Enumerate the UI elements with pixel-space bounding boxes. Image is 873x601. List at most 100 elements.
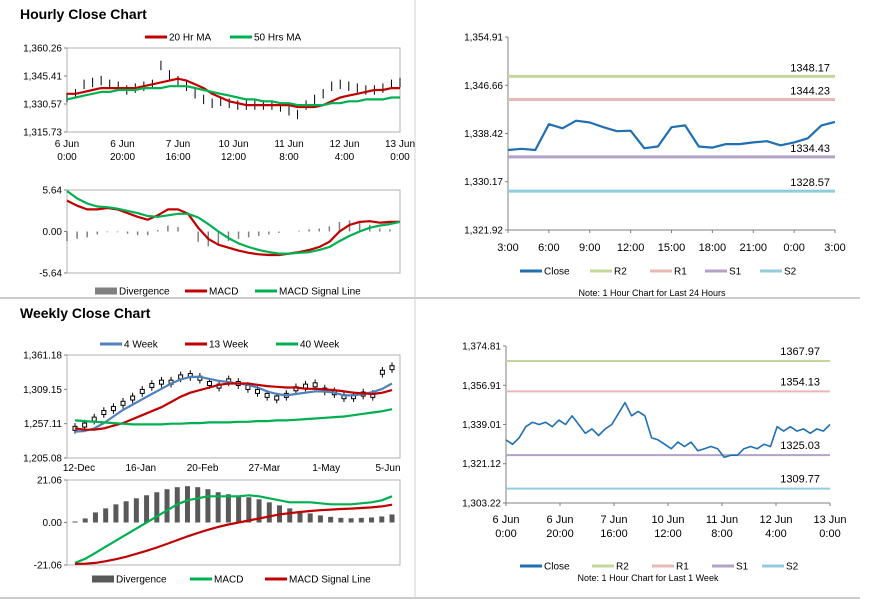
hourly-pivot-ytick-label: 1,346.66 [464, 81, 503, 92]
hourly-pivot-xtick: 15:00 [658, 242, 686, 254]
weekly-pivot-legend-r1-label: R1 [676, 562, 689, 573]
hourly-pivot-legend-r1-label: R1 [674, 267, 687, 278]
hourly-pivot-xtick: 21:00 [739, 242, 767, 254]
hourly-title: Hourly Close Chart [20, 6, 147, 22]
weekly-divergence-bar [328, 516, 334, 523]
weekly-divergence-bar [287, 508, 293, 523]
hourly-pivot-note: Note: 1 Hour Chart for Last 24 Hours [578, 288, 726, 298]
weekly-divergence-bar [154, 492, 160, 523]
weekly-signal-line [74, 503, 393, 565]
hourly-price-ytick-label: 1,315.73 [23, 128, 62, 139]
weekly-divergence-bar [317, 515, 323, 523]
hourly-level-label-s1: 1334.43 [790, 143, 830, 155]
weekly-pivot-xtick-time: 0:00 [819, 528, 840, 540]
weekly-pivot-ytick-label: 1,339.01 [462, 420, 501, 431]
weekly-divergence-bar [164, 489, 170, 523]
weekly-divergence-bar [358, 517, 364, 523]
weekly-price-xtick: 12-Dec [63, 463, 95, 474]
weekly-level-label-r1: 1354.13 [780, 376, 820, 388]
hourly-legend-divergence-swatch [95, 287, 117, 295]
hourly-macd-ytick-label: 5.64 [43, 186, 63, 197]
hourly-level-label-r2: 1348.17 [790, 62, 830, 74]
weekly-divergence-bar [144, 495, 150, 523]
hourly-price-xtick-time: 0:00 [390, 152, 410, 163]
weekly-divergence-bar [266, 502, 272, 523]
weekly-divergence-bar [92, 512, 98, 523]
weekly-legend-macd-label: MACD [214, 575, 243, 586]
weekly-legend-4week-label: 4 Week [124, 340, 159, 351]
weekly-divergence-bar [225, 494, 231, 523]
hourly-price-xtick-time: 0:00 [57, 152, 77, 163]
weekly-price-candle [158, 379, 164, 385]
weekly-pivot-ytick-label: 1,321.12 [462, 459, 501, 470]
weekly-pivot-xtick-time: 0:00 [495, 528, 516, 540]
weekly-level-label-s2: 1309.77 [780, 474, 820, 486]
weekly-legend-divergence-label: Divergence [116, 575, 167, 586]
hourly-price-xtick-time: 4:00 [335, 152, 355, 163]
weekly-price-candle [312, 382, 318, 388]
weekly-macd-ytick-label: 0.00 [43, 518, 63, 529]
hourly-pivot-xtick: 12:00 [617, 242, 645, 254]
weekly-divergence-bar [184, 486, 190, 523]
hourly-level-label-s2: 1328.57 [790, 177, 830, 189]
hourly-pivot-ytick-label: 1,338.42 [464, 129, 503, 140]
weekly-price-candle [120, 400, 126, 406]
weekly-divergence-bar [338, 517, 344, 523]
weekly-divergence-bar [82, 518, 88, 523]
weekly-price-candle [206, 380, 212, 386]
hourly-macd-ytick-label: 0.00 [43, 227, 63, 238]
hourly-legend-divergence-label: Divergence [119, 287, 170, 298]
weekly-legend-13week-label: 13 Week [209, 340, 249, 351]
hourly-price-xtick-date: 11 Jun [274, 139, 303, 150]
weekly-price-candle [264, 392, 270, 398]
weekly-divergence-bar [133, 498, 139, 523]
weekly-price-ytick-label: 1,257.11 [24, 419, 63, 430]
weekly-price-candle [274, 395, 280, 401]
hourly-price-xtick-date: 6 Jun [110, 139, 134, 150]
weekly-divergence-bar [103, 508, 109, 523]
hourly-pivot-xtick: 3:00 [497, 242, 518, 254]
weekly-divergence-bar [379, 516, 385, 523]
weekly-pivot-xtick-date: 6 Jun [493, 514, 520, 526]
weekly-40week-line [74, 408, 393, 426]
weekly-divergence-bar [215, 492, 221, 523]
hourly-price-xtick-time: 12:00 [221, 152, 246, 163]
weekly-price-candle [101, 410, 107, 416]
weekly-pivot-xtick-date: 6 Jun [547, 514, 574, 526]
weekly-pivot-ytick-label: 1,303.22 [462, 499, 501, 510]
weekly-price-ytick-label: 1,205.08 [23, 454, 62, 465]
weekly-13week-line [74, 382, 393, 431]
weekly-pivot-xtick-time: 4:00 [765, 528, 786, 540]
hourly-price-xtick-time: 16:00 [165, 152, 190, 163]
weekly-pivot-xtick-time: 8:00 [711, 528, 732, 540]
weekly-price-candle [130, 395, 136, 401]
weekly-macd-ytick-label: -21.06 [34, 561, 63, 572]
weekly-price-ytick-label: 1,309.15 [23, 385, 62, 396]
weekly-pivot-ytick-label: 1,356.91 [462, 381, 501, 392]
weekly-pivot-xtick-date: 13 Jun [813, 514, 846, 526]
weekly-macd-ytick-label: 21.06 [37, 476, 62, 487]
weekly-macd-line [74, 494, 393, 564]
weekly-title: Weekly Close Chart [20, 305, 151, 321]
weekly-pivot-xtick-date: 10 Jun [651, 514, 684, 526]
hourly-close-line [507, 119, 836, 152]
hourly-pivot-legend-r2-label: R2 [614, 267, 627, 278]
hourly-price-xtick-date: 7 Jun [166, 139, 190, 150]
hourly-price-xtick-time: 8:00 [279, 152, 299, 163]
weekly-price-ytick-label: 1,361.18 [23, 351, 62, 362]
weekly-price-xtick: 5-Jun [375, 463, 400, 474]
weekly-divergence-bar [256, 499, 262, 523]
hourly-legend-macd-label: MACD [209, 287, 238, 298]
weekly-price-candle [110, 406, 116, 412]
weekly-divergence-bar [72, 521, 78, 523]
weekly-legend-signal-label: MACD Signal Line [289, 575, 371, 586]
weekly-pivot-xtick-time: 20:00 [546, 528, 574, 540]
weekly-price-candle [149, 382, 155, 388]
weekly-price-xtick: 20-Feb [187, 463, 219, 474]
weekly-divergence-bar [236, 496, 242, 523]
hourly-ma20-line [67, 77, 400, 109]
hourly-pivot-legend-close-label: Close [544, 267, 570, 278]
hourly-price-xtick-date: 13 Jun [385, 139, 415, 150]
hourly-legend-signal-label: MACD Signal Line [279, 287, 361, 298]
